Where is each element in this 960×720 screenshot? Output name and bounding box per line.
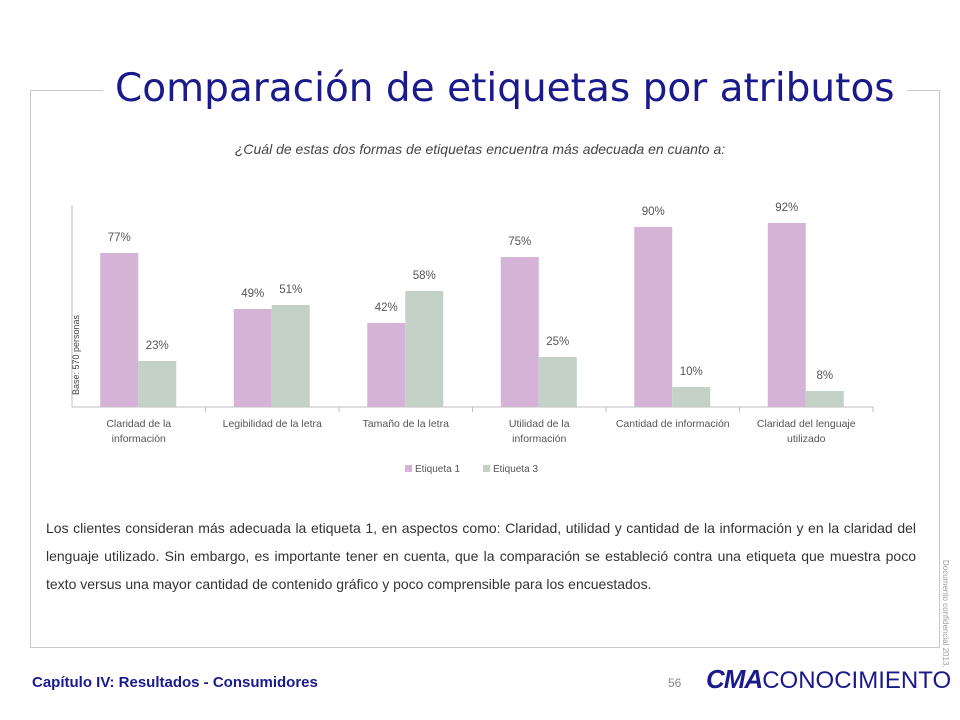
confidential-note: Documento confidencial 2013.	[941, 560, 950, 668]
data-label: 25%	[546, 336, 569, 348]
category-label: Utilidad de la	[509, 418, 570, 430]
data-label: 92%	[775, 202, 798, 214]
legend-swatch	[405, 465, 412, 472]
bar-etiqueta-3	[538, 357, 577, 407]
data-label: 8%	[816, 370, 833, 382]
bar-etiqueta-1	[100, 253, 139, 407]
bar-etiqueta-1	[233, 309, 272, 407]
bar-etiqueta-3	[138, 361, 177, 407]
logo-wordmark: CONOCIMIENTO	[762, 667, 952, 694]
category-label: Legibilidad de la letra	[223, 418, 322, 430]
category-label: utilizado	[787, 433, 826, 445]
chapter-footer: Capítulo IV: Resultados - Consumidores	[32, 674, 318, 691]
bar-etiqueta-1	[500, 257, 539, 407]
bar-etiqueta-3	[405, 291, 444, 407]
category-label: Tamaño de la letra	[363, 418, 450, 430]
page-number: 56	[668, 676, 682, 690]
category-label: información	[512, 433, 566, 445]
data-label: 42%	[375, 302, 398, 314]
category-label: Claridad del lenguaje	[757, 418, 856, 430]
legend-label: Etiqueta 1	[415, 464, 460, 475]
data-label: 51%	[279, 284, 302, 296]
bar-etiqueta-1	[767, 223, 806, 407]
data-label: 23%	[146, 340, 169, 352]
data-label: 49%	[241, 288, 264, 300]
bar-etiqueta-1	[367, 323, 406, 407]
bar-etiqueta-3	[271, 305, 310, 407]
bar-etiqueta-3	[672, 387, 711, 407]
legend-label: Etiqueta 3	[493, 464, 538, 475]
data-label: 10%	[680, 366, 703, 378]
data-label: 90%	[642, 206, 665, 218]
bar-chart: Base: 570 personas 77% 23% Claridad de la in…	[71, 202, 874, 475]
logo-mark: CMA	[706, 664, 763, 694]
survey-question: ¿Cuál de estas dos formas de etiquetas e…	[234, 141, 726, 157]
bar-etiqueta-3	[805, 391, 844, 407]
category-label: Claridad de la	[106, 418, 171, 430]
conclusion-paragraph: Los clientes consideran más adecuada la …	[46, 520, 916, 592]
category-label: Cantidad de información	[616, 418, 730, 430]
company-logo: CMACONOCIMIENTO	[706, 664, 951, 695]
data-label: 77%	[108, 232, 131, 244]
category-label: información	[112, 433, 166, 445]
y-axis-label: Base: 570 personas	[71, 314, 81, 395]
page-title: Comparación de etiquetas por atributos	[103, 66, 907, 111]
legend-swatch	[483, 465, 490, 472]
data-label: 58%	[413, 270, 436, 282]
bar-etiqueta-1	[634, 227, 673, 407]
data-label: 75%	[508, 236, 531, 248]
